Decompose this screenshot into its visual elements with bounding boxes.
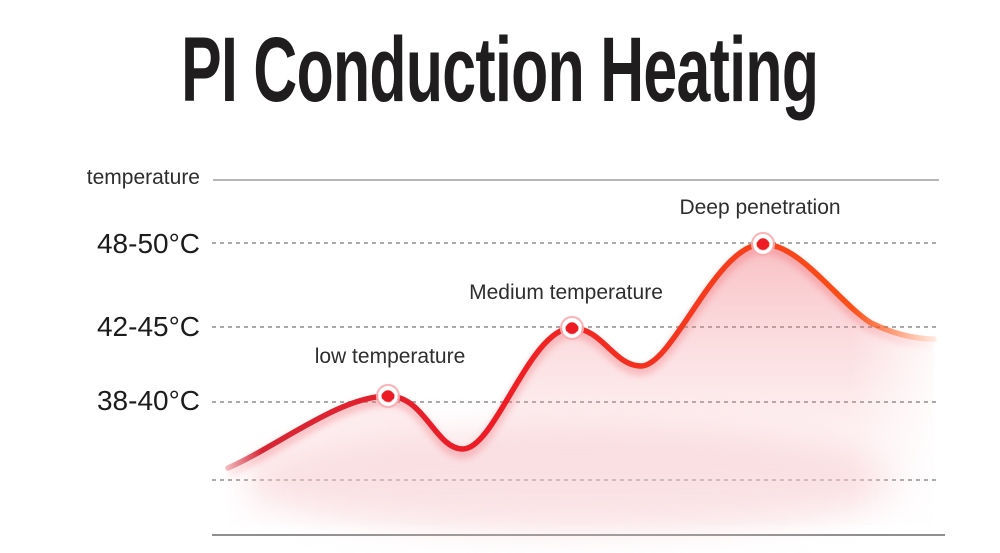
chart-baseline (212, 534, 945, 536)
peak-marker-medium (559, 315, 585, 341)
page-title-wrap: PI Conduction Heating (0, 24, 1000, 116)
annotation-deep-penetration: Deep penetration (679, 196, 841, 219)
curve-area-fill (228, 244, 934, 525)
y-tick-38-40: 38-40°C (96, 385, 200, 416)
gridline-48-50-dashed (212, 242, 939, 244)
page-title: PI Conduction Heating (181, 19, 819, 121)
annotation-medium-temperature: Medium temperature (469, 281, 663, 304)
annotation-low-temperature: low temperature (314, 345, 466, 368)
peak-marker-low (375, 383, 401, 409)
y-tick-42-45: 42-45°C (96, 311, 200, 342)
peak-marker-deep (750, 231, 776, 257)
y-tick-48-50: 48-50°C (96, 228, 200, 259)
y-axis-label: temperature (86, 166, 200, 189)
gridline-temperature-solid (213, 179, 939, 181)
